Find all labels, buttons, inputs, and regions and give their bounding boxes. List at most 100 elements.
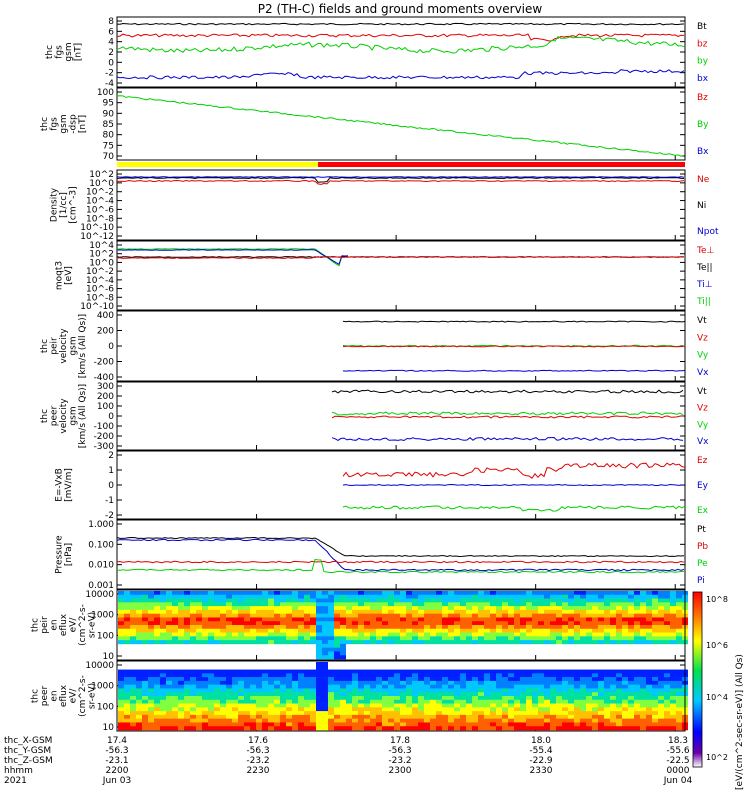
y-axis-label: eflux (59, 613, 69, 636)
legend-entry: Vz (697, 333, 708, 343)
y-tick-label: -100 (94, 422, 115, 432)
y-axis-label: thc (45, 45, 55, 59)
y-tick-label: 10^4 (89, 241, 114, 251)
y-axis-label: [cm^-3] (69, 186, 79, 223)
y-tick-label: -1 (105, 496, 114, 506)
legend-entry: Vt (697, 316, 707, 326)
y-tick-label: -200 (94, 358, 115, 368)
series-Ti⊥ (116, 249, 349, 265)
y-tick-label: 10^0 (89, 258, 114, 268)
y-tick-label: 8 (108, 17, 114, 27)
footer-value: 2330 (530, 766, 553, 776)
footer-value: 2230 (247, 766, 270, 776)
y-tick-label: -200 (94, 432, 115, 442)
y-tick-label: 4 (108, 38, 114, 48)
legend-entry: Vz (697, 404, 708, 414)
y-axis-label: eV/ (69, 617, 79, 633)
y-axis-label: gsm (59, 114, 69, 133)
y-tick-label: -4 (105, 79, 114, 89)
series-Bt (116, 22, 685, 26)
legend-entry: Pi (697, 576, 705, 586)
footer-value: Jun 03 (102, 776, 131, 786)
y-tick-label: 0.010 (88, 561, 114, 571)
panel-p5: 400 200 0 -200 -400 thc peir velocity gsm [km/s (… (40, 310, 709, 383)
legend-entry: Ne (697, 175, 710, 185)
series-Ne (116, 179, 685, 185)
y-tick-label: 1000 (91, 611, 114, 621)
panel-p3: 10^210^010^-210^-410^-610^-810^-1010^-12… (50, 162, 719, 242)
footer-value: -55.6 (666, 746, 690, 756)
legend-entry: Ez (697, 456, 708, 466)
y-tick-label: 0 (108, 412, 114, 422)
panel-p4: 10^410^210^010^-210^-410^-610^-810^-10 mo… (54, 240, 715, 312)
footer-value: -56.3 (105, 746, 128, 756)
series-bx (116, 69, 685, 80)
series-Vx (342, 369, 686, 372)
legend-entry: Vy (697, 420, 709, 430)
legend-entry: Ti|| (696, 297, 711, 307)
y-axis-label: gsm (69, 336, 79, 355)
y-axis-label: sr-eV) (88, 683, 98, 709)
legend-entry: Ti⊥ (696, 280, 713, 290)
y-tick-label: 200 (97, 392, 114, 402)
footer-value: 17.6 (248, 736, 268, 746)
colorbar-tick: 10^4 (706, 693, 728, 702)
y-axis-label: [nPa] (64, 543, 74, 566)
legend-entry: by (697, 57, 709, 67)
y-tick-label: 10^-10 (80, 302, 114, 312)
y-tick-label: 10^-2 (86, 188, 114, 198)
legend-entry: Bz (697, 93, 708, 103)
y-tick-label: 2 (108, 451, 114, 461)
legend-entry: Te|| (696, 263, 713, 273)
y-axis-label: peir (50, 337, 60, 355)
footer-value: -22.5 (666, 756, 689, 766)
y-tick-label: 90 (103, 109, 115, 119)
series-Vz (331, 415, 684, 419)
y-tick-label: 10^-8 (86, 293, 114, 303)
colorbar-tick: 10^2 (706, 753, 728, 762)
y-tick-label: 0 (108, 481, 114, 491)
y-tick-label: 80 (103, 131, 115, 141)
y-tick-label: 10^-12 (80, 232, 114, 242)
legend-entry: bz (697, 39, 708, 49)
y-axis-label: [nT] (73, 43, 83, 61)
y-tick-label: 0 (108, 58, 114, 68)
y-tick-label: 1.000 (88, 520, 114, 530)
series-Ez (342, 462, 686, 479)
y-tick-label: 6 (108, 27, 114, 37)
legend-entry: Ey (697, 481, 709, 491)
series-Vt (331, 389, 684, 394)
footer-value: -23.2 (246, 756, 269, 766)
footer-value: -55.4 (529, 746, 553, 756)
y-tick-label: 10^-4 (86, 276, 114, 286)
footer-value: 17.4 (107, 736, 127, 746)
footer-value: 2300 (389, 766, 412, 776)
y-axis-label: (cm^2-s- (78, 604, 88, 646)
spectrogram-p9 (118, 591, 688, 660)
series-Vt (342, 320, 686, 323)
y-tick-label: 10^-8 (86, 214, 114, 224)
series-bz (116, 33, 685, 42)
y-tick-label: 10^0 (89, 179, 114, 189)
colorbar-tick: 10^6 (706, 641, 728, 650)
y-axis-label: thc (31, 618, 41, 632)
y-tick-label: 10^-2 (86, 267, 114, 277)
colorbar-tick: 10^8 (706, 595, 728, 604)
footer-value: 0000 (667, 766, 690, 776)
panel-p8: 1.000 0.100 0.010 0.001 Pressure [nPa] Pt Pb Pe P… (54, 519, 708, 591)
y-tick-label: -2 (105, 511, 114, 521)
y-tick-label: 100 (97, 631, 114, 641)
panel-frame (116, 169, 686, 241)
footer-value: -56.3 (246, 746, 269, 756)
chart-title: P2 (TH-C) fields and ground moments over… (258, 2, 543, 16)
legend-entry: Ex (697, 506, 709, 516)
y-axis-label: Pressure (54, 535, 64, 574)
y-tick-label: 300 (97, 382, 114, 392)
y-tick-label: 10000 (85, 661, 114, 671)
y-tick-label: 10^-6 (86, 205, 114, 215)
legend-entry: Pe (697, 559, 708, 569)
y-axis-label: moqt3 (54, 261, 64, 290)
